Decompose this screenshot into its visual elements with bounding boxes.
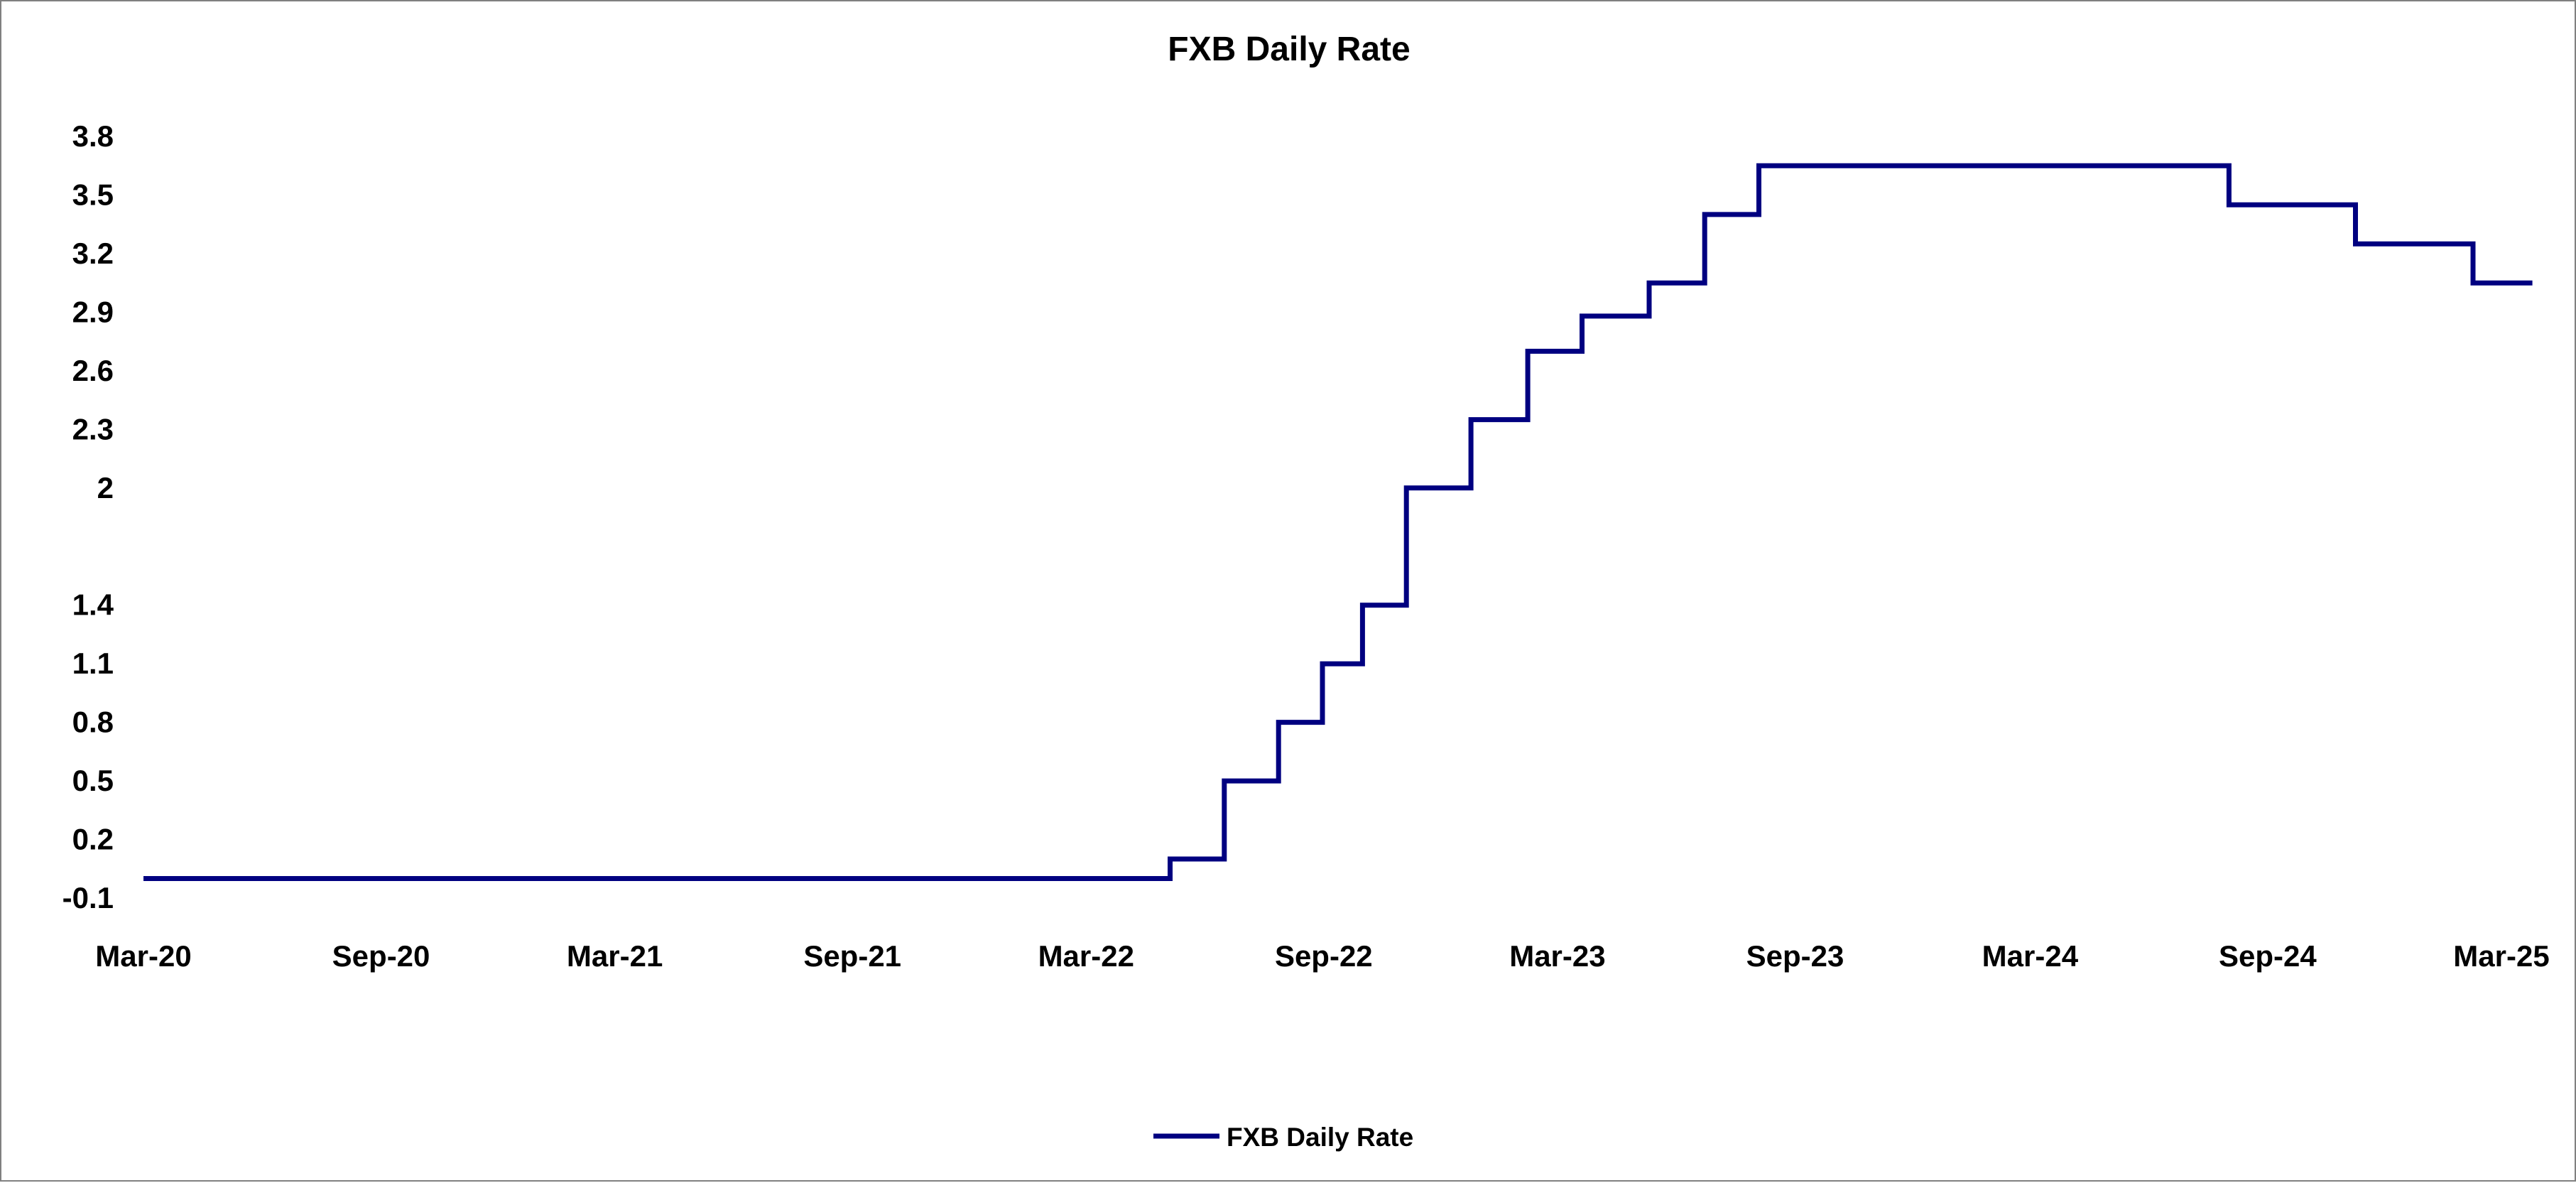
y-tick-label: 2 — [97, 471, 114, 504]
x-tick-label: Sep-22 — [1275, 939, 1373, 973]
x-tick-label: Mar-25 — [2453, 939, 2549, 973]
x-tick-label: Mar-20 — [95, 939, 191, 973]
y-tick-label: 2.9 — [72, 295, 114, 328]
x-tick-label: Sep-20 — [332, 939, 430, 973]
legend: FXB Daily Rate — [1153, 1123, 1413, 1152]
x-tick-label: Sep-23 — [1746, 939, 1844, 973]
y-tick-label: 0.2 — [72, 823, 114, 856]
x-tick-label: Sep-21 — [803, 939, 901, 973]
y-tick-label: 2.3 — [72, 412, 114, 445]
y-tick-label: 3.8 — [72, 119, 114, 153]
y-tick-label: 0.8 — [72, 706, 114, 739]
y-tick-label: 0.5 — [72, 764, 114, 797]
y-tick-label: 3.2 — [72, 237, 114, 270]
x-axis: Mar-20 Sep-20 Mar-21 Sep-21 Mar-22 Sep-22 Mar-… — [95, 939, 2549, 973]
legend-label: FXB Daily Rate — [1227, 1123, 1413, 1152]
x-tick-label: Mar-21 — [567, 939, 663, 973]
y-tick-label: -0.1 — [63, 881, 114, 914]
x-tick-label: Mar-24 — [1982, 939, 2079, 973]
y-tick-label: 1.4 — [72, 588, 114, 622]
series-line — [143, 163, 2533, 881]
x-tick-label: Mar-22 — [1038, 939, 1134, 973]
plot-area — [143, 163, 2533, 881]
y-tick-label: 3.5 — [72, 178, 114, 211]
x-tick-label: Sep-24 — [2219, 939, 2317, 973]
y-axis: -0.1 0.2 0.5 0.8 1.1 1.4 2 2.3 2.6 2.9 3.2 3.5 3.8 — [63, 119, 114, 914]
y-tick-label: 2.6 — [72, 354, 114, 387]
x-tick-label: Mar-23 — [1509, 939, 1605, 973]
chart-title: FXB Daily Rate — [1168, 31, 1410, 68]
y-tick-label: 1.1 — [72, 647, 114, 680]
